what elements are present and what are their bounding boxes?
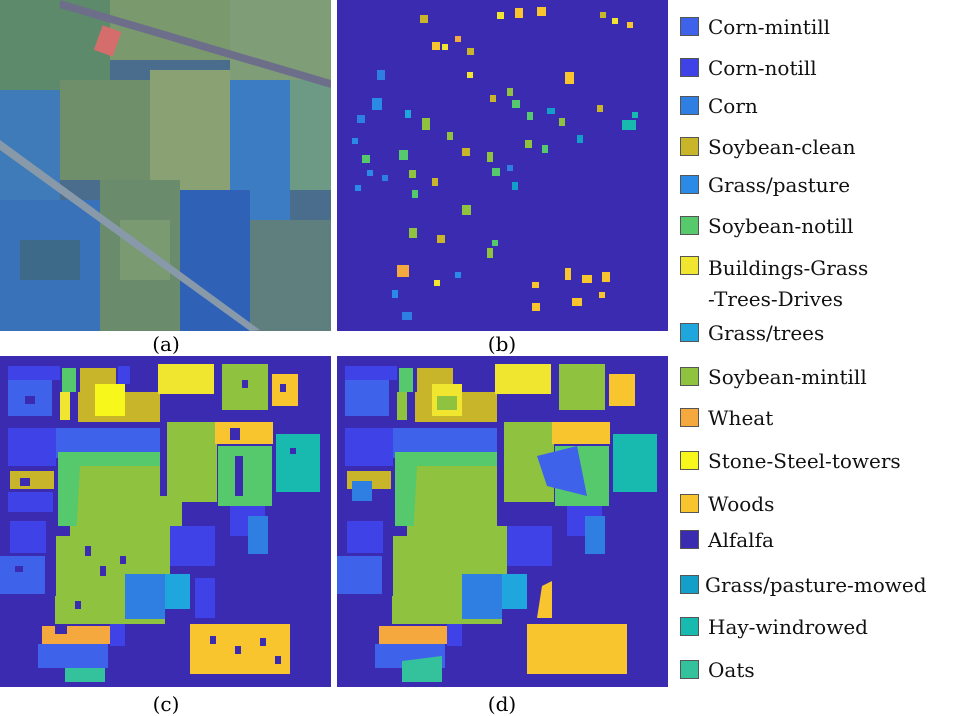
legend-swatch — [680, 17, 699, 36]
legend-swatch — [680, 617, 699, 636]
legend-swatch — [680, 216, 699, 235]
panel-b-training-samples — [337, 0, 668, 331]
legend-label: Grass/pasture-mowed — [705, 573, 927, 597]
legend-item-woods: Woods — [680, 491, 774, 517]
legend-label: Soybean-notill — [708, 214, 854, 238]
legend-item-soybean-clean: Soybean-clean — [680, 134, 855, 160]
legend-label: Corn-notill — [708, 56, 817, 80]
legend-swatch — [680, 175, 699, 194]
legend-item-corn-notill: Corn-notill — [680, 55, 817, 81]
legend-item-corn-mintill: Corn-mintill — [680, 14, 830, 40]
legend-item-grass-pasture-mowed: Grass/pasture-mowed — [680, 572, 927, 598]
panel-a-aerial-image — [0, 0, 331, 331]
legend-label: Hay-windrowed — [708, 615, 868, 639]
legend-swatch — [680, 660, 699, 679]
legend-label: Grass/pasture — [708, 173, 851, 197]
aerial-image — [0, 0, 331, 331]
panel-c-ground-truth-map — [0, 356, 331, 687]
legend-label: Stone-Steel-towers — [708, 449, 901, 473]
legend-label: Buildings-Grass -Trees-Drives — [708, 256, 869, 311]
caption-d: (d) — [487, 692, 517, 716]
legend-swatch — [680, 137, 699, 156]
legend-swatch — [680, 575, 699, 594]
legend-swatch — [680, 408, 699, 427]
legend-label: Soybean-clean — [708, 135, 856, 159]
legend-label: Oats — [708, 658, 755, 682]
legend-item-soybean-mintill: Soybean-mintill — [680, 364, 867, 390]
legend-swatch — [680, 367, 699, 386]
legend-item-grass-pasture: Grass/pasture — [680, 172, 850, 198]
legend-swatch — [680, 494, 699, 513]
legend-swatch — [680, 256, 699, 275]
caption-b: (b) — [487, 332, 517, 356]
legend-item-grass-trees: Grass/trees — [680, 320, 824, 346]
panel-d-classification-map — [337, 356, 668, 687]
legend-item-alfalfa: Alfalfa — [680, 527, 774, 553]
legend-swatch — [680, 323, 699, 342]
caption-c: (c) — [152, 692, 180, 716]
legend-item-corn: Corn — [680, 93, 758, 119]
legend-label: Wheat — [708, 406, 774, 430]
legend-swatch — [680, 58, 699, 77]
classification-map — [337, 356, 668, 687]
legend-swatch — [680, 530, 699, 549]
legend-swatch — [680, 451, 699, 470]
legend-item-stone-steel-towers: Stone-Steel-towers — [680, 448, 901, 474]
ground-truth-map — [0, 356, 331, 687]
legend-label: Woods — [708, 492, 775, 516]
legend-swatch — [680, 96, 699, 115]
legend-item-wheat: Wheat — [680, 405, 773, 431]
legend-item-oats: Oats — [680, 657, 755, 683]
legend-item-hay-windrowed: Hay-windrowed — [680, 614, 868, 640]
training-samples-map — [337, 0, 668, 331]
caption-a: (a) — [152, 332, 180, 356]
legend-label: Soybean-mintill — [708, 365, 867, 389]
legend-item-soybean-notill: Soybean-notill — [680, 213, 853, 239]
legend-item-buildings-grass-trees-drives: Buildings-Grass -Trees-Drives — [680, 253, 868, 315]
legend-label: Alfalfa — [708, 528, 774, 552]
legend-label: Grass/trees — [708, 321, 825, 345]
legend-label: Corn — [708, 94, 758, 118]
legend-label: Corn-mintill — [708, 15, 831, 39]
